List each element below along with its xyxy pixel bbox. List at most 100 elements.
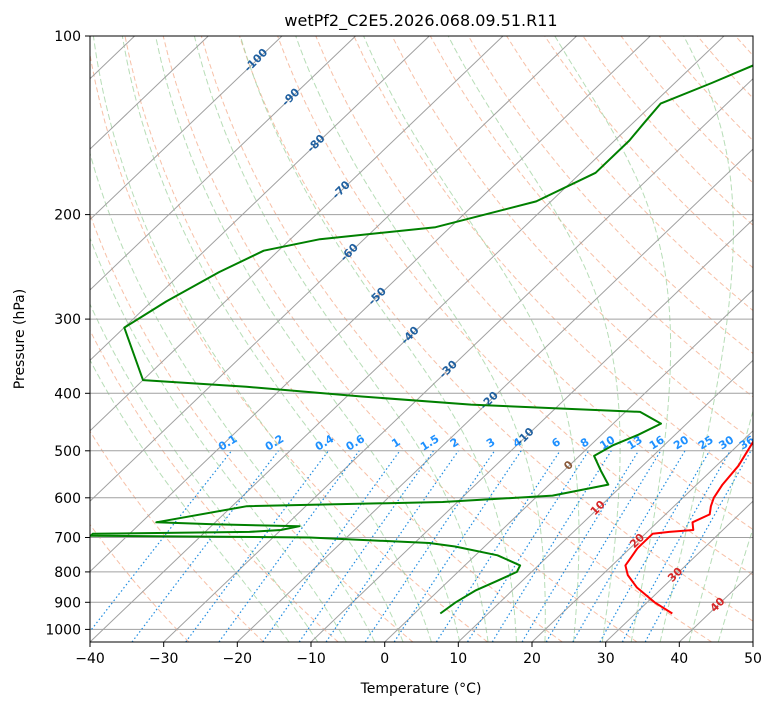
isotherm-line: [90, 36, 725, 642]
isotherm-line: [90, 36, 430, 362]
moist-adiabat-line: [239, 36, 517, 642]
mixing-ratio-label: 3: [484, 435, 497, 450]
mixing-ratio-line: [298, 450, 435, 642]
mixing-ratio-label: 25: [696, 433, 716, 452]
x-tick-label: 50: [744, 651, 762, 667]
moist-adiabat-line: [193, 36, 489, 642]
y-tick-label: 800: [54, 565, 81, 581]
y-tick-label: 300: [54, 312, 81, 328]
mixing-ratio-label: 16: [647, 433, 667, 452]
x-tick-label: −10: [296, 651, 326, 667]
y-axis-label: Pressure (hPa): [12, 289, 28, 389]
mixing-ratio-line: [644, 450, 752, 642]
mixing-ratio-line: [599, 450, 711, 642]
x-tick-label: −40: [75, 651, 105, 667]
dry-adiabat-line: [90, 430, 264, 642]
x-tick-label: 10: [449, 651, 467, 667]
dry-adiabat-line: [124, 36, 563, 642]
mixing-ratio-line: [545, 450, 662, 642]
line-labels-layer: 0.1 0.2 0.4 0.6 1 1.5 2 3 4 6 8 10 13 16 20 25 30 36-100-…: [216, 46, 757, 615]
dry-adiabat-line: [735, 36, 753, 57]
dry-adiabat-line: [90, 51, 488, 642]
x-tick-label: 0: [380, 651, 389, 667]
dry-adiabat-line: [90, 329, 339, 642]
isotherm-line: [90, 36, 209, 150]
mixing-ratio-line: [364, 450, 496, 642]
moist-adiabat-line: [90, 303, 319, 642]
dry-adiabat-line: [391, 36, 753, 442]
y-tick-label: 400: [54, 386, 81, 402]
moist-adiabat-line: [90, 236, 347, 642]
y-tick-label: 700: [54, 531, 81, 547]
y-tick-label: 200: [54, 208, 81, 224]
temperature-profile-line: [624, 440, 753, 615]
dry-adiabat-line: [90, 212, 414, 642]
y-tick-label: 100: [54, 29, 81, 45]
mixing-ratio-line: [131, 450, 279, 642]
moist-adiabat-line: [363, 36, 580, 642]
isotherm-line: [531, 430, 753, 642]
mixing-ratio-line: [262, 450, 401, 642]
mixing-ratio-label: 0.4: [313, 432, 337, 454]
mixing-ratio-label: 36: [737, 433, 757, 452]
mixing-ratio-label: 2: [448, 435, 461, 450]
isotherm-line: [457, 359, 753, 642]
dry-adiabat-line: [315, 36, 753, 531]
isotherm-line: [678, 570, 753, 642]
isotherm-line: [605, 500, 753, 642]
dry-adiabat-line: [697, 36, 753, 99]
profile-lines-layer: [90, 64, 753, 615]
y-tick-label: 900: [54, 595, 81, 611]
moist-adiabat-line: [295, 36, 546, 642]
moist-adiabat-line: [121, 36, 432, 642]
moist-adiabat-line: [92, 36, 404, 642]
dewpoint-profile-line: [90, 64, 753, 615]
isotherm-line: [90, 36, 356, 291]
mixing-ratio-line: [621, 450, 731, 642]
isotherm-line: [310, 218, 753, 642]
moist-adiabat-line: [90, 151, 376, 642]
moist-adiabat-line: [554, 36, 672, 642]
x-tick-label: 20: [523, 651, 541, 667]
mixing-ratio-line: [435, 450, 561, 642]
mixing-ratio-line: [325, 450, 459, 642]
mixing-ratio-line: [185, 450, 329, 642]
mixing-ratio-label: 8: [578, 435, 591, 450]
isotherm-line: [90, 36, 283, 221]
dry-adiabat-line: [467, 36, 753, 355]
axis-ticks-layer: −40 −30 −20 −10 0 10 20 30 40 5010020030040050060…: [45, 29, 762, 667]
isotherm-line: [90, 36, 504, 432]
dry-adiabat-line: [620, 36, 753, 184]
moist-adiabat-line: [659, 36, 734, 642]
y-tick-label: 1000: [45, 622, 81, 638]
isotherm-line: [384, 289, 753, 642]
chart-title: wetPf2_C2E5.2026.068.09.51.R11: [284, 11, 557, 31]
moist-adiabat-line: [447, 36, 621, 642]
isotherm-line: [0, 36, 61, 642]
dry-adiabat-line: [90, 523, 190, 642]
mixing-ratio-label: 1: [389, 435, 402, 450]
plot-frame: [89, 35, 754, 643]
mixing-ratio-line: [218, 450, 360, 642]
mixing-ratio-line: [90, 450, 233, 633]
mixing-ratio-line: [521, 450, 640, 642]
x-tick-label: 40: [670, 651, 688, 667]
x-tick-label: 30: [597, 651, 615, 667]
isotherm-label: -100: [242, 46, 271, 75]
mixing-ratio-line: [393, 450, 522, 642]
dry-adiabat-line: [353, 36, 753, 486]
isotherm-line: [90, 36, 577, 502]
y-tick-label: 500: [54, 444, 81, 460]
mixing-ratio-label: 6: [549, 435, 563, 450]
x-tick-label: −30: [149, 651, 179, 667]
moist-adiabat-line: [90, 358, 290, 642]
isotherm-line: [236, 148, 753, 642]
grid-layer: [0, 36, 753, 642]
x-tick-label: −20: [223, 651, 253, 667]
isotherm-line: [163, 77, 753, 642]
isotherm-line: [752, 641, 753, 642]
dry-adiabat-line: [239, 36, 753, 622]
mixing-ratio-line: [466, 450, 590, 642]
y-tick-label: 600: [54, 491, 81, 507]
